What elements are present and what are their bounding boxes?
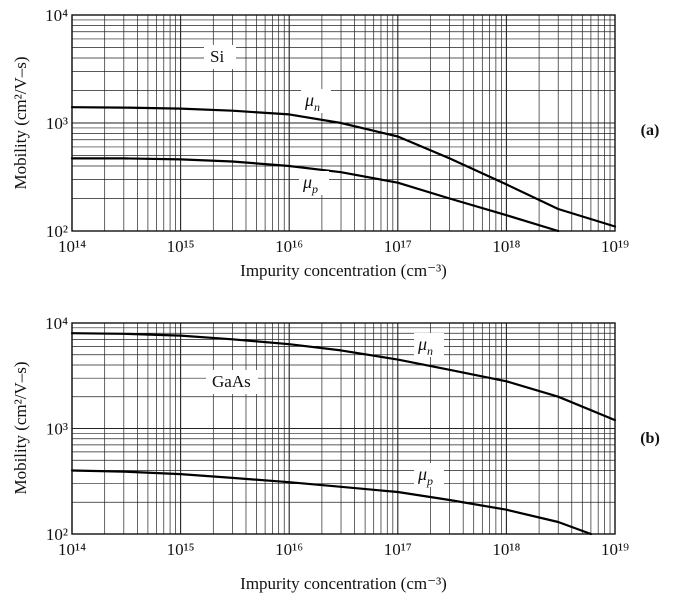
x-tick-label: 10¹⁷	[384, 540, 412, 559]
plot-frame	[71, 14, 616, 232]
curve-label-bg	[414, 463, 444, 487]
panel-b-gaas-chart: 10¹⁴ 10¹⁵ 10¹⁶ 10¹⁷ 10¹⁸ 10¹⁹ 10² 10³ 10⁴ Impurit…	[11, 314, 660, 593]
curve-label-mu-n: μn	[417, 334, 433, 358]
series-line-mu-n	[70, 332, 617, 422]
x-tick-label: 10¹⁹	[601, 540, 629, 559]
y-axis-label: Mobility (cm²/V–s)	[11, 361, 30, 494]
x-tick-label: 10¹⁶	[275, 237, 303, 256]
series-line-mu-p	[70, 157, 560, 233]
curve-label-bg	[301, 89, 331, 113]
panel-a-silicon-chart: 10¹⁴ 10¹⁵ 10¹⁶ 10¹⁷ 10¹⁸ 10¹⁹ 10² 10³ 10⁴ Impurit…	[11, 6, 659, 280]
material-label: Si	[210, 47, 224, 66]
x-tick-label: 10¹⁴	[58, 237, 86, 256]
grid-lines	[71, 323, 615, 535]
curve-label-bg	[299, 171, 329, 195]
y-axis-label: Mobility (cm²/V–s)	[11, 56, 30, 189]
y-tick-label: 10⁴	[45, 6, 68, 25]
curve-label-mu-n: μn	[304, 90, 320, 114]
y-tick-label: 10³	[46, 420, 68, 439]
x-tick-label: 10¹⁸	[492, 540, 520, 559]
panel-tag: (a)	[641, 122, 660, 139]
series-line-mu-p	[70, 469, 592, 536]
series-line-mu-n	[70, 106, 617, 228]
x-axis-label: Impurity concentration (cm⁻³)	[240, 261, 447, 280]
curve-label-mu-p: μp	[302, 172, 318, 196]
x-tick-label: 10¹⁶	[275, 540, 303, 559]
x-tick-label: 10¹⁷	[384, 237, 412, 256]
x-tick-label: 10¹⁵	[167, 540, 195, 559]
y-tick-label: 10²	[46, 525, 68, 544]
curve-label-mu-p: μp	[417, 464, 433, 488]
y-tick-label: 10³	[46, 114, 68, 133]
y-tick-label: 10²	[46, 222, 68, 241]
panel-tag: (b)	[640, 430, 660, 447]
x-tick-label: 10¹⁵	[167, 237, 195, 256]
x-axis-label: Impurity concentration (cm⁻³)	[240, 574, 447, 593]
plot-frame	[71, 322, 616, 535]
x-tick-label: 10¹⁴	[58, 540, 86, 559]
material-label-bg	[204, 45, 236, 69]
y-tick-label: 10⁴	[45, 314, 68, 333]
x-tick-label: 10¹⁸	[492, 237, 520, 256]
material-label: GaAs	[212, 372, 251, 391]
curve-label-bg	[414, 333, 444, 357]
material-label-bg	[206, 370, 258, 394]
x-tick-label: 10¹⁹	[601, 237, 629, 256]
